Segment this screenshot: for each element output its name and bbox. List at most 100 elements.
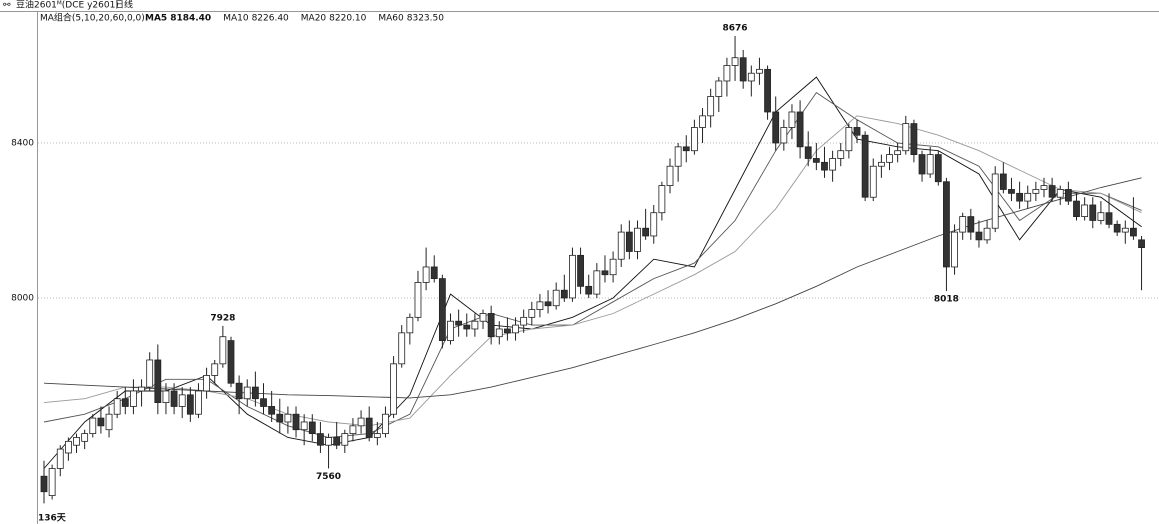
candle-body bbox=[642, 227, 650, 237]
low-label: 7560 bbox=[316, 472, 341, 482]
candle-body bbox=[1130, 227, 1137, 237]
ma-group[interactable]: MA组合(5,10,20,60,0,0) bbox=[40, 12, 145, 24]
candle-body bbox=[853, 127, 861, 136]
candle-body bbox=[634, 227, 641, 252]
candle-body bbox=[365, 417, 373, 438]
high-label: 8676 bbox=[723, 24, 748, 34]
legend-value: 8323.50 bbox=[407, 14, 444, 24]
candle-body bbox=[235, 382, 243, 400]
candle-body bbox=[40, 475, 48, 493]
candle-body bbox=[121, 398, 129, 407]
candle-body bbox=[260, 398, 267, 407]
candle-body bbox=[1016, 192, 1023, 202]
candle-body bbox=[471, 320, 479, 330]
candle-body bbox=[48, 468, 56, 496]
candle-body bbox=[349, 425, 357, 434]
candle-body bbox=[373, 433, 381, 438]
candle-body bbox=[756, 68, 763, 74]
candle-body bbox=[520, 316, 528, 326]
legend-name: MA20 bbox=[301, 14, 327, 24]
candle-body bbox=[195, 390, 202, 415]
candle-body bbox=[967, 216, 975, 233]
candle-body bbox=[64, 440, 72, 454]
ma-line bbox=[43, 177, 1142, 399]
candle-body bbox=[512, 324, 519, 334]
candle-body bbox=[723, 65, 731, 82]
candle-body bbox=[105, 413, 113, 431]
candle-body bbox=[674, 146, 682, 167]
candle-body bbox=[926, 154, 934, 175]
candle-body bbox=[585, 285, 593, 295]
candle-body bbox=[658, 185, 666, 214]
candle-body bbox=[707, 96, 715, 117]
candle-body bbox=[788, 111, 796, 128]
candle-body bbox=[829, 158, 837, 171]
candle-body bbox=[715, 80, 723, 97]
candle-body bbox=[1113, 223, 1121, 233]
candle-body bbox=[999, 173, 1007, 190]
legend-name: MA5 bbox=[145, 14, 167, 24]
high-label: 7928 bbox=[210, 313, 235, 323]
candle-body bbox=[398, 332, 406, 365]
candle-body bbox=[227, 340, 235, 384]
candle-body bbox=[1040, 185, 1048, 190]
candle-body bbox=[414, 282, 422, 318]
candle-body bbox=[73, 437, 80, 446]
candle-body bbox=[918, 154, 926, 175]
legend-name: MA10 bbox=[223, 14, 249, 24]
candle-body bbox=[170, 390, 178, 407]
chart-title: 豆油2601ᴹ(DCE y2601) bbox=[16, 0, 119, 11]
ma-line bbox=[43, 115, 1142, 427]
candle-body bbox=[130, 390, 137, 407]
candle-body bbox=[504, 328, 511, 334]
y-tick-label: 8000 bbox=[11, 293, 34, 303]
candle-body bbox=[113, 398, 121, 415]
candle-body bbox=[1089, 204, 1097, 221]
candle-body bbox=[333, 437, 341, 446]
candle-body bbox=[300, 421, 308, 431]
candle-body bbox=[1073, 200, 1080, 217]
candle-body bbox=[975, 231, 983, 241]
candle-body bbox=[528, 309, 536, 318]
candle-body bbox=[463, 324, 471, 330]
symbol-icon: ⚯ bbox=[3, 1, 11, 11]
candle-body bbox=[268, 406, 276, 415]
candle-body bbox=[406, 316, 414, 334]
candle-body bbox=[569, 254, 576, 299]
candle-body bbox=[812, 158, 820, 163]
candle-body bbox=[886, 154, 893, 163]
candle-body bbox=[447, 320, 454, 341]
candle-body bbox=[390, 363, 397, 415]
candle-body bbox=[495, 328, 503, 338]
candle-body bbox=[438, 278, 446, 341]
candle-body bbox=[699, 115, 706, 128]
candle-body bbox=[219, 336, 227, 365]
candle-body bbox=[983, 227, 991, 241]
candle-body bbox=[211, 363, 219, 376]
candle-body bbox=[902, 123, 910, 152]
candle-body bbox=[577, 254, 584, 287]
candle-body bbox=[536, 301, 544, 310]
candle-body bbox=[1056, 189, 1064, 198]
candle-body bbox=[162, 390, 170, 403]
candle-body bbox=[772, 111, 780, 144]
candle-body bbox=[894, 150, 902, 155]
candle-body bbox=[1097, 212, 1105, 221]
candle-body bbox=[951, 231, 958, 268]
candle-body bbox=[1121, 227, 1129, 233]
candle-body bbox=[747, 72, 755, 82]
candle-body bbox=[650, 212, 658, 237]
candle-body bbox=[821, 161, 828, 171]
candle-body bbox=[625, 231, 633, 252]
candle-body bbox=[796, 111, 804, 148]
candle-body bbox=[178, 394, 186, 407]
period[interactable]: 日线 bbox=[115, 0, 133, 11]
candle-body bbox=[609, 258, 617, 276]
candle-body bbox=[487, 313, 495, 338]
candle-body bbox=[1032, 189, 1040, 194]
candle-body bbox=[276, 413, 284, 423]
legend-value: 8226.40 bbox=[252, 14, 289, 24]
candle-body bbox=[560, 289, 568, 299]
candle-body bbox=[357, 417, 365, 427]
